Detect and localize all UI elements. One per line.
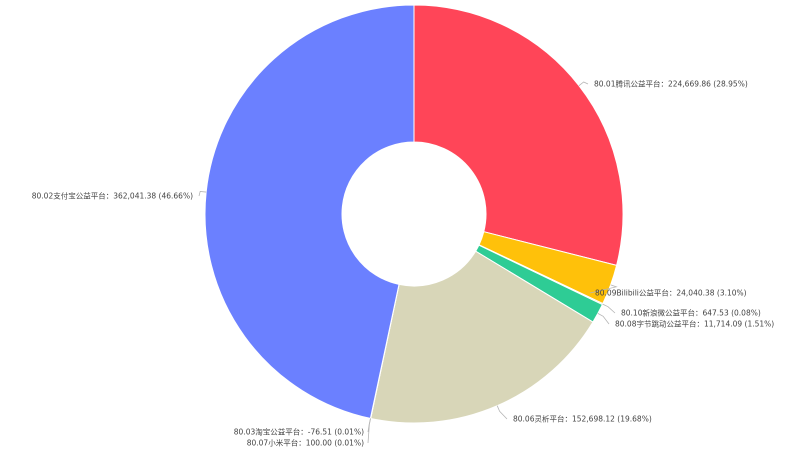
slices-group [204,4,624,424]
leader-line-2 [589,284,618,294]
slice-label-8: 80.02支付宝公益平台：362,041.38 (46.66%) [32,191,193,201]
slice-label-4: 80.08字节跳动公益平台：11,714.09 (1.51%) [615,319,774,329]
donut-slice-8[interactable] [204,4,415,419]
donut-slice-1[interactable] [413,4,624,266]
leader-line-7 [367,418,371,433]
leader-line-5 [496,405,508,420]
leader-line-1 [578,81,589,86]
donut-slice-5[interactable] [370,250,594,424]
slice-label-5: 80.06灵析平台：152,698.12 (19.68%) [513,414,652,424]
slice-label-3: 80.10新浪微公益平台：647.53 (0.08%) [621,308,761,318]
leader-line-3 [602,303,616,314]
leader-lines-group [198,81,618,444]
slice-labels-group: 80.01腾讯公益平台：224,669.86 (28.95%) 80.09Bili… [32,79,775,448]
slice-label-6: 80.07小米平台：100.00 (0.01%) [247,438,364,448]
leader-line-4 [597,313,610,325]
slice-label-7: 80.03淘宝公益平台：-76.51 (0.01%) [234,427,364,437]
slice-label-1: 80.01腾讯公益平台：224,669.86 (28.95%) [594,79,748,89]
slice-label-2: 80.09Bilibili公益平台：24,040.38 (3.10%) [595,288,747,298]
leader-line-8 [198,191,207,197]
